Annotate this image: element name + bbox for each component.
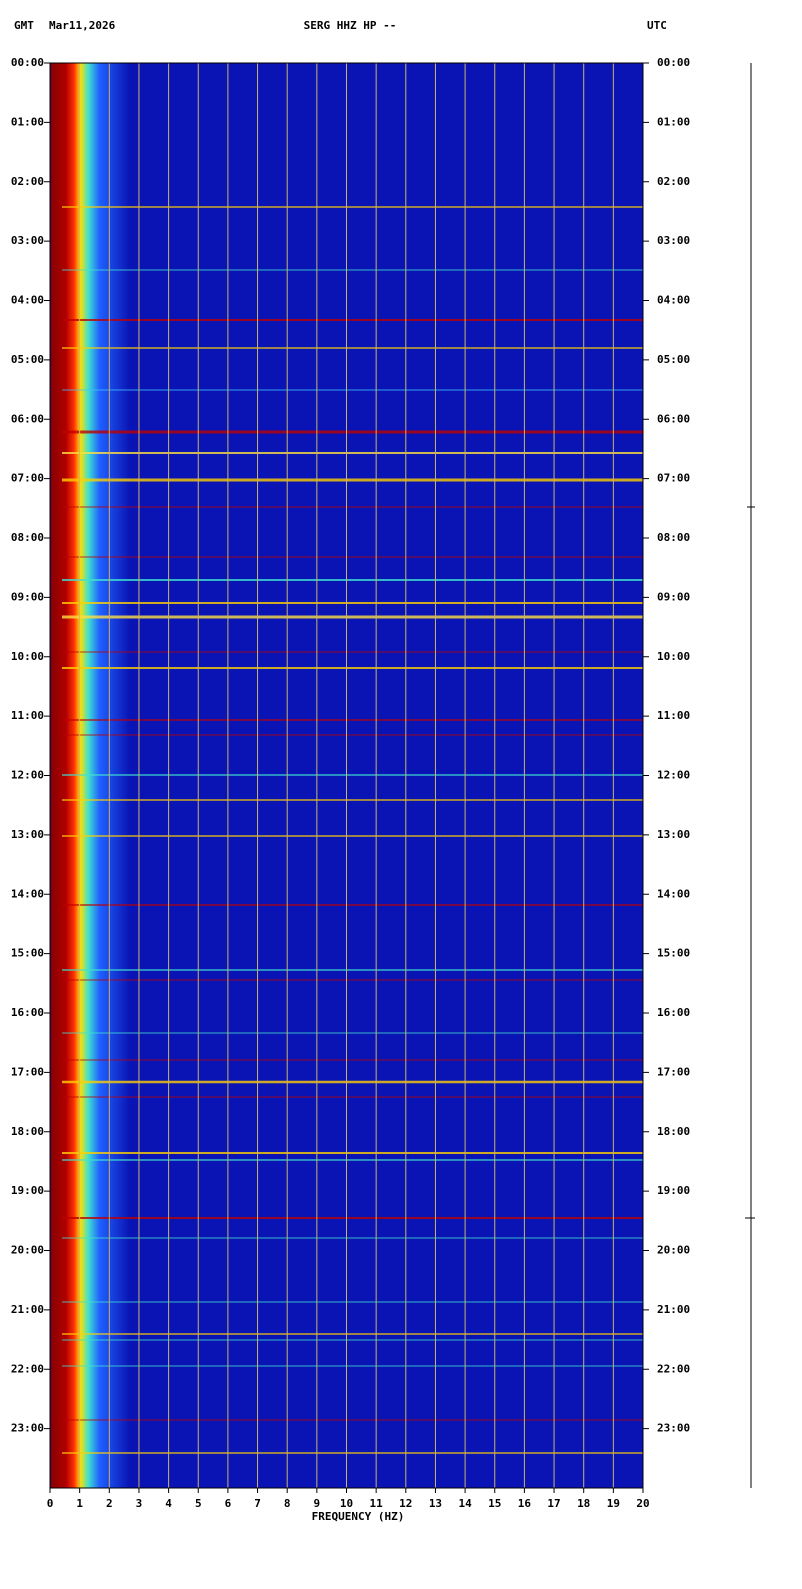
- x-tick-label: 12: [399, 1497, 412, 1510]
- x-tick-label: 17: [547, 1497, 560, 1510]
- y-tick-label-left: 10:00: [11, 650, 44, 663]
- y-tick-label-right: 04:00: [657, 294, 690, 307]
- y-tick-label-right: 05:00: [657, 353, 690, 366]
- x-tick-label: 4: [165, 1497, 172, 1510]
- y-tick-label-left: 15:00: [11, 947, 44, 960]
- y-tick-label-right: 23:00: [657, 1422, 690, 1435]
- x-tick-label: 9: [314, 1497, 321, 1510]
- x-tick-label: 5: [195, 1497, 202, 1510]
- y-tick-label-left: 19:00: [11, 1184, 44, 1197]
- y-tick-label-right: 11:00: [657, 709, 690, 722]
- x-tick-label: 18: [577, 1497, 590, 1510]
- y-tick-label-left: 16:00: [11, 1006, 44, 1019]
- y-tick-label-left: 01:00: [11, 115, 44, 128]
- y-tick-label-left: 23:00: [11, 1422, 44, 1435]
- y-tick-label-right: 18:00: [657, 1125, 690, 1138]
- y-tick-label-left: 11:00: [11, 709, 44, 722]
- y-tick-label-left: 08:00: [11, 531, 44, 544]
- y-tick-label-right: 10:00: [657, 650, 690, 663]
- streaks: [62, 206, 643, 1454]
- y-tick-label-right: 13:00: [657, 828, 690, 841]
- y-tick-label-right: 20:00: [657, 1244, 690, 1257]
- x-tick-label: 14: [458, 1497, 472, 1510]
- y-tick-label-right: 15:00: [657, 947, 690, 960]
- x-tick-label: 0: [47, 1497, 54, 1510]
- y-tick-label-right: 02:00: [657, 175, 690, 188]
- y-tick-label-right: 16:00: [657, 1006, 690, 1019]
- y-tick-label-right: 14:00: [657, 887, 690, 900]
- x-tick-label: 15: [488, 1497, 501, 1510]
- y-tick-label-right: 22:00: [657, 1362, 690, 1375]
- x-tick-label: 16: [518, 1497, 532, 1510]
- date: Mar11,2026: [49, 19, 116, 32]
- y-tick-label-left: 21:00: [11, 1303, 44, 1316]
- y-tick-label-left: 17:00: [11, 1065, 44, 1078]
- y-tick-label-left: 13:00: [11, 828, 44, 841]
- y-tick-label-left: 04:00: [11, 294, 44, 307]
- x-tick-label: 13: [429, 1497, 442, 1510]
- grid: [49, 63, 644, 1488]
- x-tick-label: 11: [370, 1497, 384, 1510]
- x-tick-label: 10: [340, 1497, 353, 1510]
- y-tick-label-left: 20:00: [11, 1244, 44, 1257]
- y-tick-label-left: 03:00: [11, 234, 44, 247]
- y-tick-label-left: 06:00: [11, 412, 44, 425]
- y-tick-label-left: 22:00: [11, 1362, 44, 1375]
- zone-right: UTC: [647, 19, 667, 32]
- y-tick-label-right: 01:00: [657, 115, 690, 128]
- y-tick-label-right: 19:00: [657, 1184, 690, 1197]
- y-tick-label-left: 07:00: [11, 472, 44, 485]
- y-tick-label-right: 07:00: [657, 472, 690, 485]
- y-tick-label-left: 14:00: [11, 887, 44, 900]
- x-tick-label: 3: [136, 1497, 143, 1510]
- x-tick-label: 8: [284, 1497, 291, 1510]
- x-tick-label: 19: [607, 1497, 620, 1510]
- x-tick-label: 7: [254, 1497, 261, 1510]
- y-tick-label-right: 08:00: [657, 531, 690, 544]
- y-tick-label-left: 09:00: [11, 590, 44, 603]
- zone-left: GMT: [14, 19, 34, 32]
- y-tick-label-right: 21:00: [657, 1303, 690, 1316]
- y-tick-label-left: 12:00: [11, 769, 44, 782]
- x-tick-label: 6: [225, 1497, 232, 1510]
- y-tick-label-right: 00:00: [657, 56, 690, 69]
- y-tick-label-left: 02:00: [11, 175, 44, 188]
- y-tick-label-left: 18:00: [11, 1125, 44, 1138]
- x-tick-label: 20: [636, 1497, 649, 1510]
- y-tick-label-right: 03:00: [657, 234, 690, 247]
- chart-title: SERG HHZ HP --: [304, 19, 397, 32]
- y-tick-label-right: 12:00: [657, 769, 690, 782]
- y-tick-label-right: 17:00: [657, 1065, 690, 1078]
- y-tick-label-right: 06:00: [657, 412, 690, 425]
- x-tick-label: 2: [106, 1497, 113, 1510]
- x-axis-label: FREQUENCY (HZ): [312, 1510, 405, 1523]
- y-tick-label-left: 00:00: [11, 56, 44, 69]
- y-tick-label-left: 05:00: [11, 353, 44, 366]
- x-tick-label: 1: [76, 1497, 83, 1510]
- y-tick-label-right: 09:00: [657, 590, 690, 603]
